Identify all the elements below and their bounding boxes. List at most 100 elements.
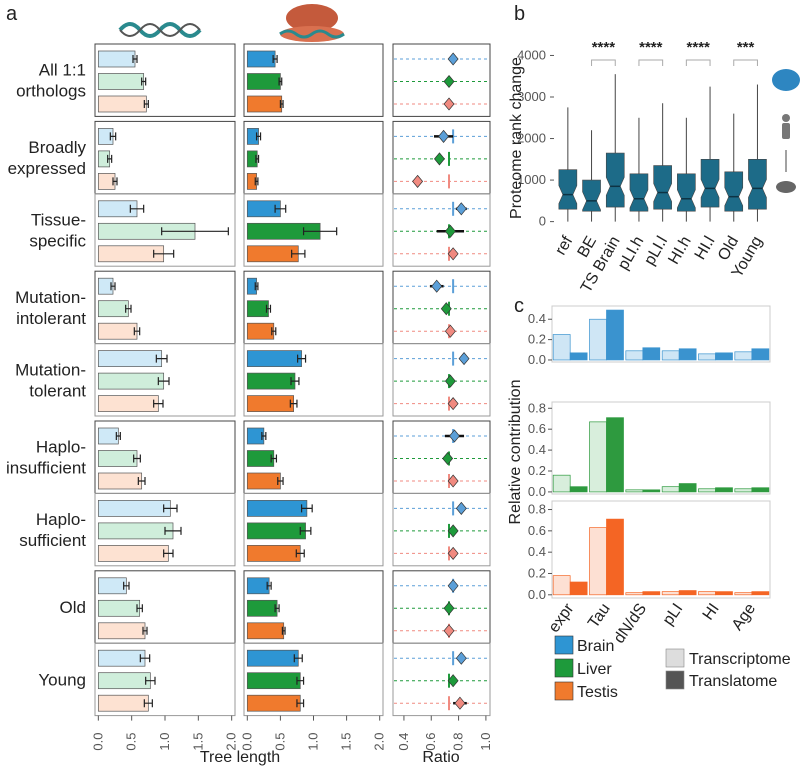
ratio-point — [443, 74, 455, 89]
bar — [552, 575, 571, 596]
row-frame — [392, 270, 491, 345]
error-bar — [278, 77, 283, 86]
category-label: tolerant — [29, 381, 86, 400]
error-bar — [255, 154, 260, 163]
row-frame — [392, 492, 491, 567]
ratio-point — [444, 324, 456, 338]
x-tick-label: 0.4 — [396, 733, 411, 751]
error-bar — [272, 55, 278, 63]
bar — [97, 672, 151, 690]
error-bar — [290, 377, 300, 386]
error-bar — [271, 327, 277, 336]
bar — [246, 599, 278, 617]
x-tick-label: dN/dS — [611, 601, 650, 647]
error-bar — [125, 304, 132, 313]
error-bar — [164, 526, 182, 535]
error-bar — [261, 432, 267, 440]
ratio-point — [455, 651, 467, 665]
bar — [246, 350, 302, 367]
error-bar — [123, 581, 130, 590]
ratio-point — [455, 202, 467, 216]
error-bar — [139, 654, 151, 663]
error-bar — [277, 477, 284, 485]
bar — [589, 421, 607, 493]
bar — [97, 545, 169, 562]
bar — [246, 322, 275, 340]
ratio-point — [447, 524, 459, 538]
y-tick-label: 1000 — [517, 172, 546, 187]
box — [677, 173, 696, 212]
bar — [97, 522, 174, 540]
error-bar — [274, 204, 287, 213]
x-tick-label: 0.0 — [90, 733, 105, 751]
bar — [97, 300, 129, 318]
error-bar — [129, 204, 145, 213]
bar — [606, 417, 624, 493]
error-bar — [163, 549, 174, 558]
bar — [569, 581, 588, 596]
row-frame — [243, 343, 384, 417]
error-bar — [157, 377, 170, 386]
category-label: Old — [60, 598, 86, 617]
bar — [734, 488, 753, 493]
legend-label: Brain — [577, 638, 614, 655]
bar — [246, 395, 294, 412]
error-bar — [110, 282, 116, 291]
panel-frame — [551, 305, 771, 363]
category-label: intolerant — [16, 309, 86, 328]
error-bar — [254, 282, 259, 291]
legend-label: Testis — [577, 684, 618, 701]
ratio-point — [433, 152, 445, 166]
bar — [552, 474, 571, 493]
x-tick-label: HI.h — [665, 234, 694, 268]
bar — [734, 351, 753, 361]
error-bar — [109, 132, 117, 141]
bar — [642, 347, 661, 361]
bar — [678, 590, 697, 596]
bar — [625, 489, 644, 493]
legend-swatch — [554, 658, 574, 678]
row-frame — [243, 492, 384, 567]
error-bar — [143, 100, 149, 108]
box — [700, 159, 720, 208]
y-tick-label: 0.0 — [528, 587, 546, 602]
y-tick-label: 0.2 — [528, 463, 546, 478]
category-label: Tissue- — [31, 211, 86, 230]
x-tick-label: Tau — [585, 601, 614, 632]
bar — [661, 350, 680, 361]
bar — [606, 518, 624, 596]
error-bar — [297, 354, 307, 363]
bar — [246, 694, 301, 712]
bar — [246, 95, 283, 113]
error-bar — [274, 604, 280, 613]
y-tick-label: 2000 — [517, 131, 546, 146]
error-bar — [161, 227, 229, 236]
bar — [97, 622, 146, 640]
error-bar — [133, 454, 141, 463]
bar — [97, 450, 138, 467]
category-label: orthologs — [16, 82, 86, 101]
y-tick-label: 0.0 — [528, 484, 546, 499]
ratio-point — [447, 546, 459, 560]
ratio-point — [447, 397, 459, 411]
ratio-point — [412, 174, 424, 188]
bar — [97, 694, 149, 712]
x-tick-label: HI — [700, 601, 723, 624]
ratio-point — [443, 624, 455, 638]
bar — [715, 591, 733, 596]
y-tick-label: 0.8 — [528, 502, 546, 517]
error-bar — [291, 249, 306, 258]
bar — [678, 348, 697, 361]
x-tick-label: 1.5 — [190, 733, 205, 751]
bar — [552, 334, 571, 361]
error-bar — [155, 354, 168, 363]
bar — [698, 353, 716, 361]
bar — [97, 322, 138, 340]
row-frame — [392, 43, 491, 117]
x-tick-label: 0.0 — [239, 733, 254, 751]
ratio-point — [442, 451, 454, 466]
x-tick-label: 1.0 — [157, 733, 172, 751]
x-tick-label: HI.l — [692, 234, 719, 263]
row-frame — [243, 193, 384, 267]
x-tick-label: Age — [729, 600, 759, 633]
